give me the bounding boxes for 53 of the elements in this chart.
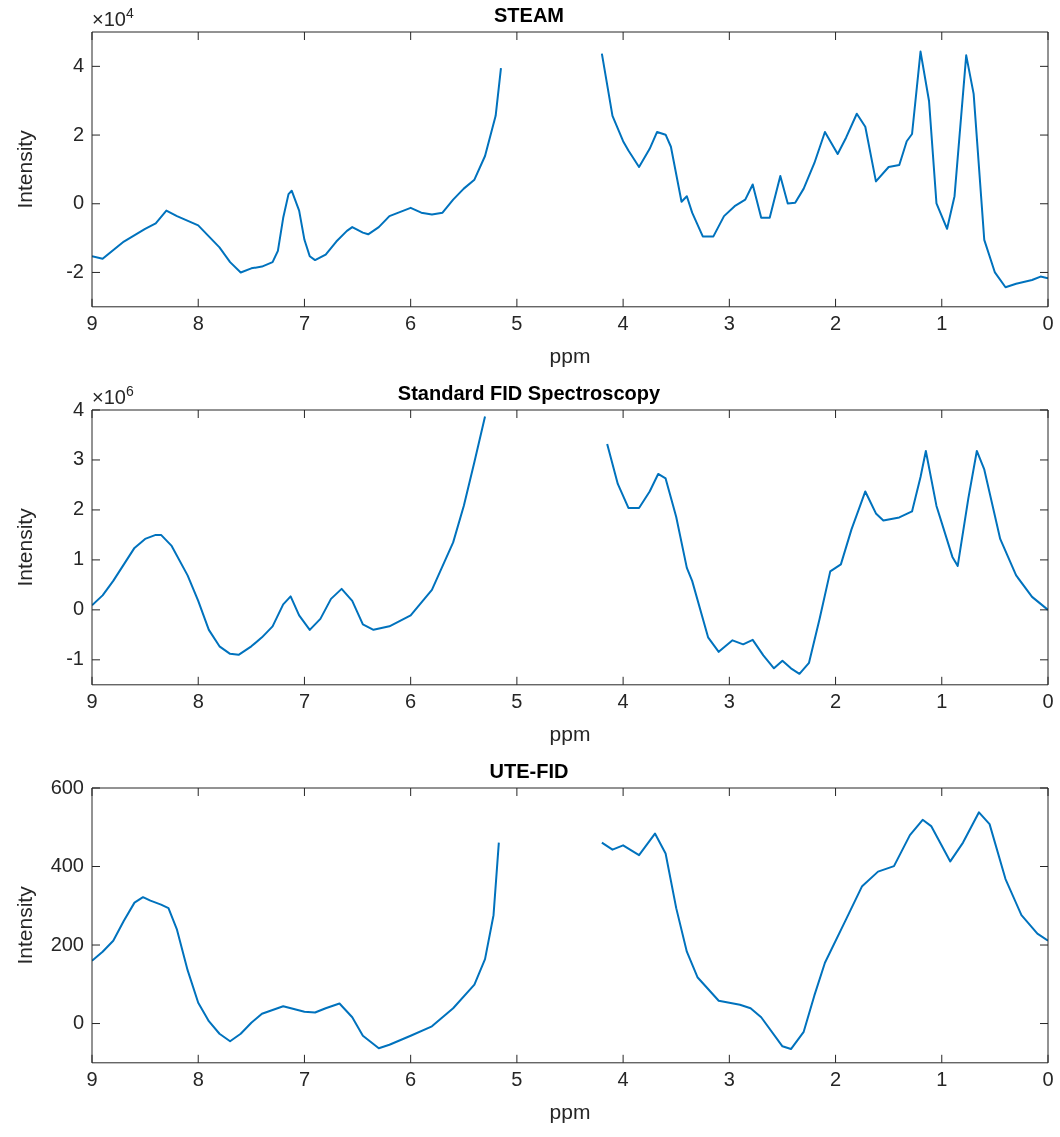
y-tick-label: 2	[72, 122, 84, 145]
x-tick-label: 4	[617, 690, 629, 713]
x-tick-label: 9	[86, 312, 98, 335]
x-tick-label: 3	[723, 1068, 735, 1091]
x-tick-label: 0	[1042, 690, 1054, 713]
y-axis-title: Intensity	[13, 507, 37, 587]
x-tick-label: 2	[829, 312, 842, 335]
x-tick-label: 0	[1042, 312, 1054, 335]
x-tick-label: 4	[617, 1068, 629, 1091]
y-tick-label: 4	[72, 397, 84, 420]
y-tick-label: 4	[72, 53, 84, 76]
x-axis-title: ppm	[549, 722, 591, 746]
y-tick-label: 600	[50, 775, 84, 798]
x-tick-label: 4	[617, 312, 629, 335]
x-tick-label: 7	[298, 690, 311, 713]
x-tick-label: 7	[298, 312, 311, 335]
y-axis-title: Intensity	[13, 885, 37, 965]
x-tick-label: 3	[723, 312, 735, 335]
x-tick-label: 6	[405, 690, 417, 713]
y-tick-label: 2	[72, 497, 84, 520]
x-tick-label: 9	[86, 1068, 98, 1091]
x-axis-title: ppm	[549, 1100, 591, 1124]
x-tick-label: 1	[936, 1068, 948, 1091]
x-tick-label: 1	[936, 312, 948, 335]
y-tick-label: 200	[50, 932, 84, 955]
x-tick-label: 7	[298, 1068, 311, 1091]
x-tick-label: 0	[1042, 1068, 1054, 1091]
x-tick-label: 9	[86, 690, 98, 713]
x-tick-label: 2	[829, 690, 842, 713]
x-tick-label: 2	[829, 1068, 842, 1091]
y-tick-label: 0	[72, 191, 84, 214]
x-tick-label: 5	[511, 312, 523, 335]
chart-title: STEAM	[494, 3, 564, 26]
x-tick-label: 3	[723, 690, 735, 713]
y-axis-title: Intensity	[13, 129, 37, 209]
x-axis-title: ppm	[549, 344, 591, 368]
y-tick-label: 3	[72, 447, 84, 470]
x-tick-label: 8	[192, 1068, 204, 1091]
y-tick-label: 0	[72, 597, 84, 620]
chart-title: UTE-FID	[489, 759, 569, 782]
y-tick-label: 400	[50, 854, 84, 877]
y-tick-label: -2	[66, 259, 84, 282]
y-tick-label: 1	[72, 547, 84, 570]
x-tick-label: 5	[511, 690, 523, 713]
x-tick-label: 1	[936, 690, 948, 713]
x-tick-label: 8	[192, 690, 204, 713]
y-tick-label: -1	[66, 647, 84, 670]
chart-title: Standard FID Spectroscopy	[397, 381, 662, 404]
x-tick-label: 6	[405, 312, 417, 335]
x-tick-label: 8	[192, 312, 204, 335]
y-tick-label: 0	[72, 1011, 84, 1034]
x-tick-label: 5	[511, 1068, 523, 1091]
x-tick-label: 6	[405, 1068, 417, 1091]
